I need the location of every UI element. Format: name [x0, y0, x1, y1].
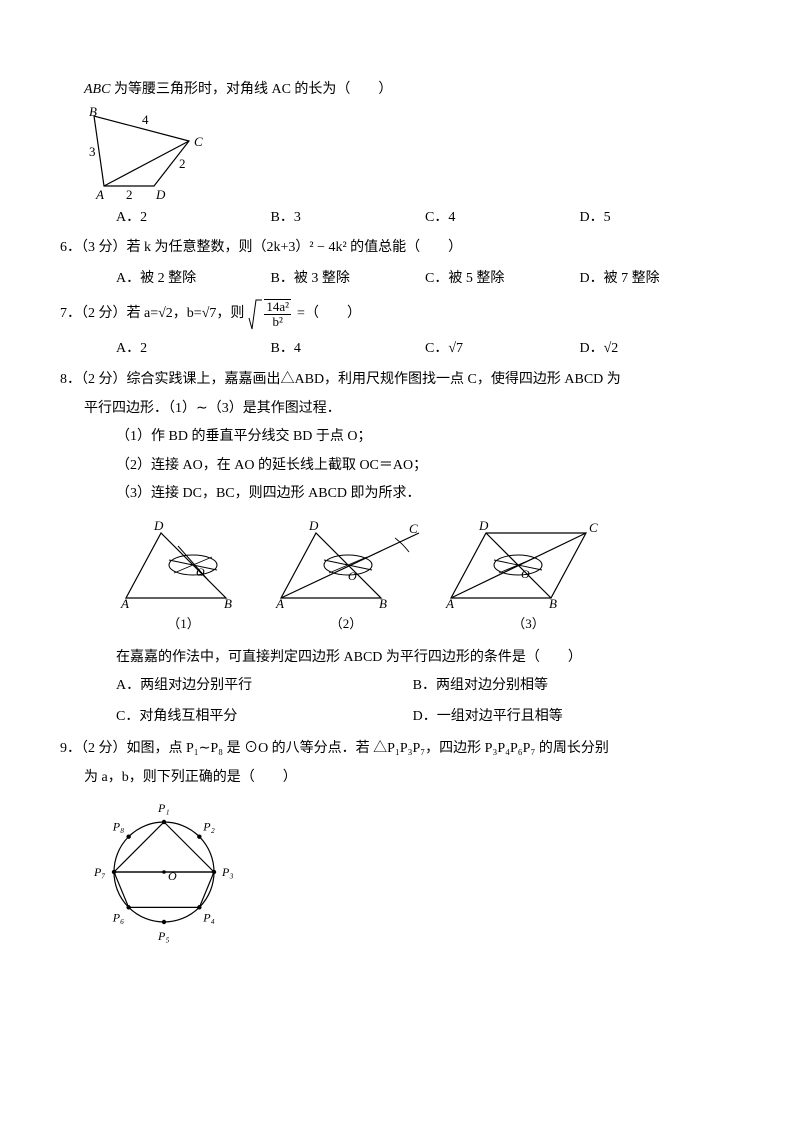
- svg-text:A: A: [95, 187, 104, 201]
- q6-stem: 6．（3 分）若 k 为任意整数，则（2k+3）² − 4k² 的值总能（ ）: [60, 235, 734, 262]
- q7-den: b²: [264, 315, 291, 329]
- q6-opt-c: C．被 5 整除: [425, 266, 580, 293]
- svg-text:P₅: P₅: [157, 929, 170, 943]
- q5-prefix: ABC: [84, 82, 110, 97]
- q7-num: 14a²: [264, 300, 291, 315]
- q8-opt-d: D．一组对边平行且相等: [413, 704, 710, 731]
- svg-text:D: D: [478, 518, 489, 533]
- q9-figure: P₁ P₂ P₃ P₄ P₅ P₆ P₇ P₈ O: [60, 794, 734, 949]
- q8-step3: （3）连接 DC，BC，则四边形 ABCD 即为所求．: [60, 481, 734, 508]
- svg-text:B: B: [224, 596, 232, 608]
- q6-opt-a: A．被 2 整除: [116, 266, 271, 293]
- svg-text:P₂: P₂: [202, 819, 215, 833]
- q5-opt-c: C．4: [425, 205, 580, 232]
- svg-text:D: D: [308, 518, 319, 533]
- q6-options: A．被 2 整除 B．被 3 整除 C．被 5 整除 D．被 7 整除: [60, 266, 734, 293]
- q9-stem1: 9．（2 分）如图，点 P₁∼P₈ 是 ⊙O 的八等分点．若 △P₁P₃P₇，四…: [60, 736, 734, 763]
- q8-step1: （1）作 BD 的垂直平分线交 BD 于点 O；: [60, 424, 734, 451]
- q5-opt-b: B．3: [271, 205, 426, 232]
- q7-opt-c: C．√7: [425, 336, 580, 363]
- svg-text:O: O: [348, 569, 357, 583]
- q5-options: A．2 B．3 C．4 D．5: [60, 205, 734, 232]
- svg-text:P₃: P₃: [221, 865, 234, 879]
- svg-text:C: C: [589, 520, 598, 535]
- q5-tail-text: 为等腰三角形时，对角线 AC 的长为（ ）: [114, 82, 392, 97]
- q8-figures: A B D O A B D C O A B D C O: [60, 518, 734, 608]
- q8-opt-a: A．两组对边分别平行: [116, 673, 413, 700]
- q5-opt-d: D．5: [580, 205, 735, 232]
- svg-text:2: 2: [179, 156, 186, 171]
- svg-text:P₆: P₆: [112, 910, 125, 924]
- q8-step2: （2）连接 AO，在 AO 的延长线上截取 OC＝AO；: [60, 453, 734, 480]
- q8-opt-b: B．两组对边分别相等: [413, 673, 710, 700]
- q6-opt-b: B．被 3 整除: [271, 266, 426, 293]
- svg-text:D: D: [153, 518, 164, 533]
- svg-text:C: C: [194, 134, 203, 149]
- q7-opt-b: B．4: [271, 336, 426, 363]
- q6-opt-d: D．被 7 整除: [580, 266, 735, 293]
- q8-tail: 在嘉嘉的作法中，可直接判定四边形 ABCD 为平行四边形的条件是（ ）: [60, 645, 734, 672]
- svg-text:P₈: P₈: [112, 819, 125, 833]
- q8-fig3: A B D C O: [441, 518, 616, 608]
- q7-opt-d: D．√2: [580, 336, 735, 363]
- svg-text:O: O: [521, 567, 530, 581]
- svg-text:P₇: P₇: [93, 865, 106, 879]
- q7-options: A．2 B．4 C．√7 D．√2: [60, 336, 734, 363]
- q7-post: =（ ）: [297, 301, 361, 328]
- svg-text:C: C: [409, 521, 418, 536]
- q7-sqrt-frac: 14a² b²: [248, 296, 293, 332]
- q8-stem1: 8．（2 分）综合实践课上，嘉嘉画出△ABD，利用尺规作图找一点 C，使得四边形…: [60, 367, 734, 394]
- q9-stem2: 为 a，b，则下列正确的是（ ）: [60, 765, 734, 792]
- svg-text:P₁: P₁: [157, 801, 170, 815]
- svg-text:B: B: [549, 596, 557, 608]
- q8-fig-labels: （1） （2） （3）: [60, 612, 734, 637]
- q9-svg: P₁ P₂ P₃ P₄ P₅ P₆ P₇ P₈ O: [84, 794, 244, 949]
- svg-text:B: B: [379, 596, 387, 608]
- q8-stem2: 平行四边形．（1）∼（3）是其作图过程．: [60, 396, 734, 423]
- q7-pre: 7．（2 分）若 a=√2，b=√7，则: [60, 301, 244, 328]
- q8-opt-c: C．对角线互相平分: [116, 704, 413, 731]
- svg-text:2: 2: [126, 187, 133, 201]
- q8-fig1: A B D O: [116, 518, 251, 608]
- svg-text:D: D: [155, 187, 166, 201]
- q5-svg: B C D A 4 3 2 2: [84, 106, 214, 201]
- q8-lbl2: （2）: [271, 612, 421, 637]
- svg-text:O: O: [196, 565, 205, 579]
- svg-text:A: A: [445, 596, 454, 608]
- q5-stem-tail: ABC 为等腰三角形时，对角线 AC 的长为（ ）: [60, 77, 734, 104]
- svg-text:A: A: [120, 596, 129, 608]
- svg-text:O: O: [168, 869, 177, 883]
- svg-text:P₄: P₄: [202, 910, 215, 924]
- svg-text:B: B: [89, 106, 97, 119]
- q8-options: A．两组对边分别平行 B．两组对边分别相等 C．对角线互相平分 D．一组对边平行…: [60, 673, 734, 734]
- q8-lbl1: （1）: [116, 612, 251, 637]
- svg-text:A: A: [275, 596, 284, 608]
- svg-text:4: 4: [142, 112, 149, 127]
- svg-text:3: 3: [89, 144, 96, 159]
- q8-lbl3: （3）: [441, 612, 616, 637]
- q5-opt-a: A．2: [116, 205, 271, 232]
- q7-stem: 7．（2 分）若 a=√2，b=√7，则 14a² b² =（ ）: [60, 296, 734, 332]
- q7-opt-a: A．2: [116, 336, 271, 363]
- q8-fig2: A B D C O: [271, 518, 421, 608]
- q5-figure: B C D A 4 3 2 2: [60, 106, 734, 201]
